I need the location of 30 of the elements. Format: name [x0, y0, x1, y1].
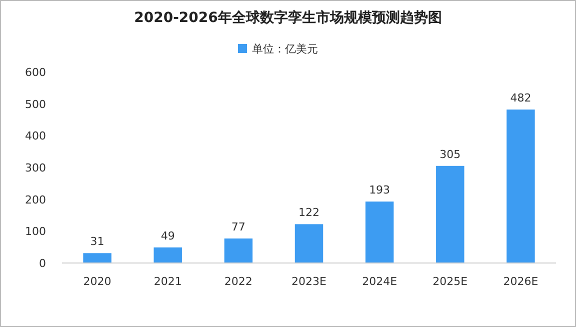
bar [506, 110, 535, 263]
data-label: 77 [231, 220, 246, 234]
data-label: 193 [369, 184, 390, 197]
y-tick-label: 200 [25, 193, 46, 206]
y-tick-label: 600 [25, 66, 46, 79]
legend-label: 单位：亿美元 [252, 42, 318, 56]
bar [83, 253, 112, 263]
chart-title: 2020-2026年全球数字孪生市场规模预测趋势图 [134, 9, 442, 26]
data-label: 122 [298, 206, 320, 220]
bar [436, 166, 464, 263]
data-label: 482 [510, 92, 532, 105]
bar [365, 202, 394, 263]
x-tick-label: 2021 [154, 275, 182, 288]
x-tick-label: 2024E [362, 275, 398, 288]
bar [154, 247, 182, 263]
y-tick-label: 400 [25, 130, 46, 143]
bar [294, 224, 324, 263]
data-label: 31 [90, 235, 104, 248]
x-tick-label: 2025E [432, 275, 468, 288]
y-tick-label: 500 [25, 98, 46, 111]
x-tick-label: 2022 [224, 275, 252, 288]
y-tick-label: 300 [25, 162, 46, 174]
bar [224, 238, 253, 263]
x-tick-label: 2020 [83, 275, 112, 288]
y-tick-label: 0 [39, 257, 46, 270]
x-tick-label: 2026E [503, 275, 538, 288]
x-tick-label: 2023E [292, 275, 327, 288]
y-tick-label: 100 [25, 225, 46, 238]
data-label: 49 [160, 229, 175, 242]
data-label: 305 [440, 148, 461, 161]
